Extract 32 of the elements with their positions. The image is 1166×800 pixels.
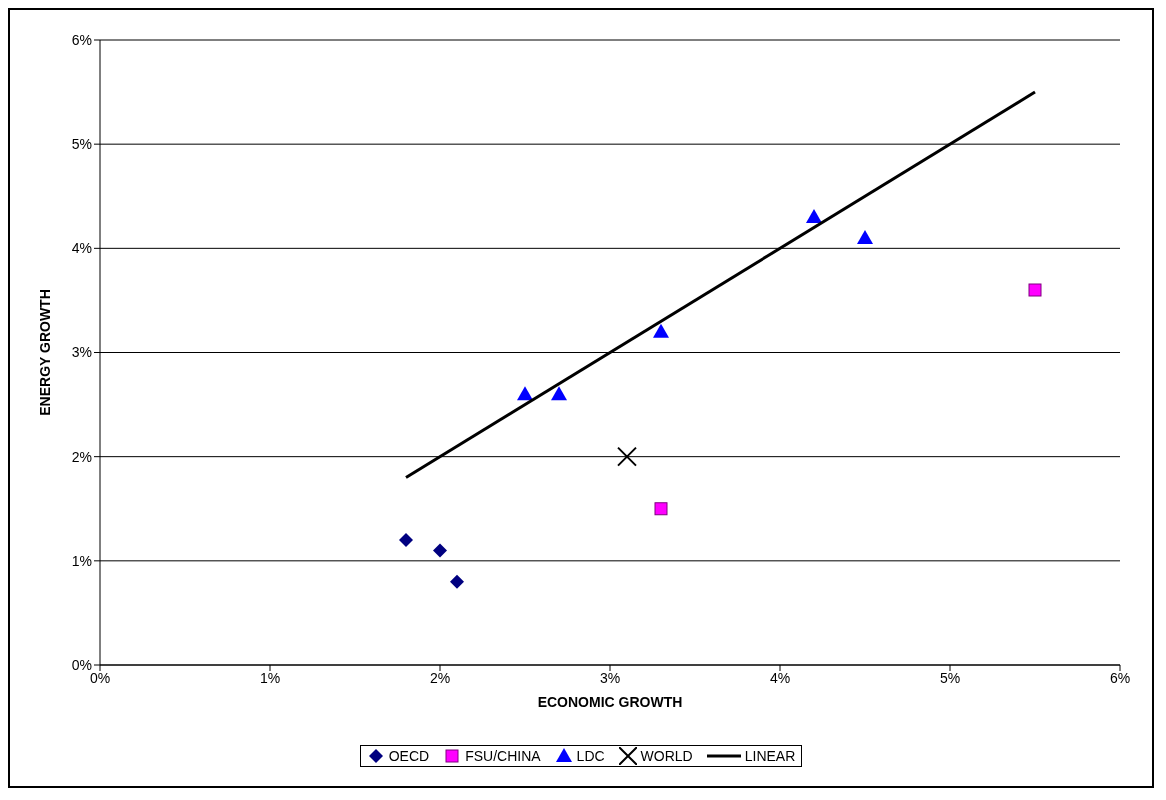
y-tick-label: 5%	[71, 136, 92, 153]
legend-label: LINEAR	[743, 748, 796, 764]
x-tick-label: 2%	[429, 669, 451, 686]
point	[653, 323, 669, 338]
x-tick-label: 0%	[89, 669, 111, 686]
legend-label: FSU/CHINA	[464, 747, 541, 765]
y-tick-label: 6%	[71, 31, 92, 48]
x-tick-label: 4%	[769, 669, 791, 686]
y-tick-label: 3%	[71, 344, 92, 361]
point	[433, 543, 447, 558]
legend-label: OECD	[387, 747, 430, 765]
x-tick-label: 5%	[939, 669, 961, 686]
y-tick-label: 4%	[71, 240, 92, 257]
y-tick-label: 1%	[71, 552, 92, 569]
x-tick-label: 3%	[599, 669, 621, 686]
point	[450, 574, 464, 589]
point	[617, 446, 637, 467]
y-tick-label: 0%	[71, 656, 92, 673]
point	[399, 533, 413, 547]
x-tick-label: 6%	[1109, 669, 1131, 686]
point	[517, 386, 533, 401]
legend-label: LDC	[575, 747, 605, 765]
point	[551, 386, 567, 401]
x-axis-title: ECONOMIC GROWTH	[537, 694, 683, 710]
point	[806, 209, 822, 224]
x-tick-label: 1%	[259, 669, 281, 686]
point	[654, 502, 668, 516]
y-axis-title: ENERGY GROWTH	[36, 289, 53, 416]
point	[1028, 283, 1042, 297]
y-tick-label: 2%	[71, 448, 92, 465]
point	[857, 229, 873, 244]
legend-label: WORLD	[639, 747, 693, 765]
